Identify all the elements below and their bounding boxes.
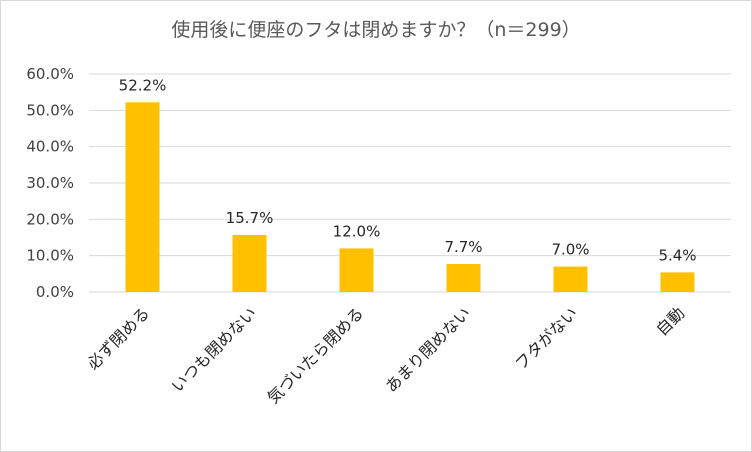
bar xyxy=(553,266,588,292)
y-tick-label: 50.0% xyxy=(26,101,74,119)
data-label: 7.0% xyxy=(551,241,589,259)
x-category-label: あまり閉めない xyxy=(382,303,475,396)
bar xyxy=(339,248,374,292)
bar xyxy=(660,272,695,292)
x-category-label: いつも閉めない xyxy=(168,303,261,396)
y-tick-label: 40.0% xyxy=(26,138,74,156)
data-label: 52.2% xyxy=(119,76,167,94)
data-label: 12.0% xyxy=(333,222,381,240)
x-axis-category-labels: 必ず閉める いつも閉めない 気づいたら閉める あまり閉めない フタがない 自動 xyxy=(83,303,688,407)
bar xyxy=(446,264,481,292)
data-labels: 52.2% 15.7% 12.0% 7.7% 7.0% 5.4% xyxy=(119,76,697,264)
y-axis-tick-labels: 0.0% 10.0% 20.0% 30.0% 40.0% 50.0% 60.0% xyxy=(26,65,74,301)
bar xyxy=(232,234,267,292)
x-category-label: 自動 xyxy=(652,303,688,339)
chart-title: 使用後に便座のフタは閉めますか？（n＝299） xyxy=(171,19,581,41)
x-category-label: フタがない xyxy=(511,303,581,373)
y-tick-label: 0.0% xyxy=(36,283,74,301)
y-tick-label: 10.0% xyxy=(26,247,74,265)
data-label: 15.7% xyxy=(226,209,274,227)
bar xyxy=(125,102,160,292)
y-tick-label: 20.0% xyxy=(26,210,74,228)
x-category-label: 気づいたら閉める xyxy=(263,303,367,407)
y-tick-label: 60.0% xyxy=(26,65,74,83)
x-category-label: 必ず閉める xyxy=(83,303,153,373)
data-label: 7.7% xyxy=(444,238,482,256)
gridlines xyxy=(89,73,731,293)
data-label: 5.4% xyxy=(658,246,696,264)
y-tick-label: 30.0% xyxy=(26,174,74,192)
bars xyxy=(125,102,695,292)
